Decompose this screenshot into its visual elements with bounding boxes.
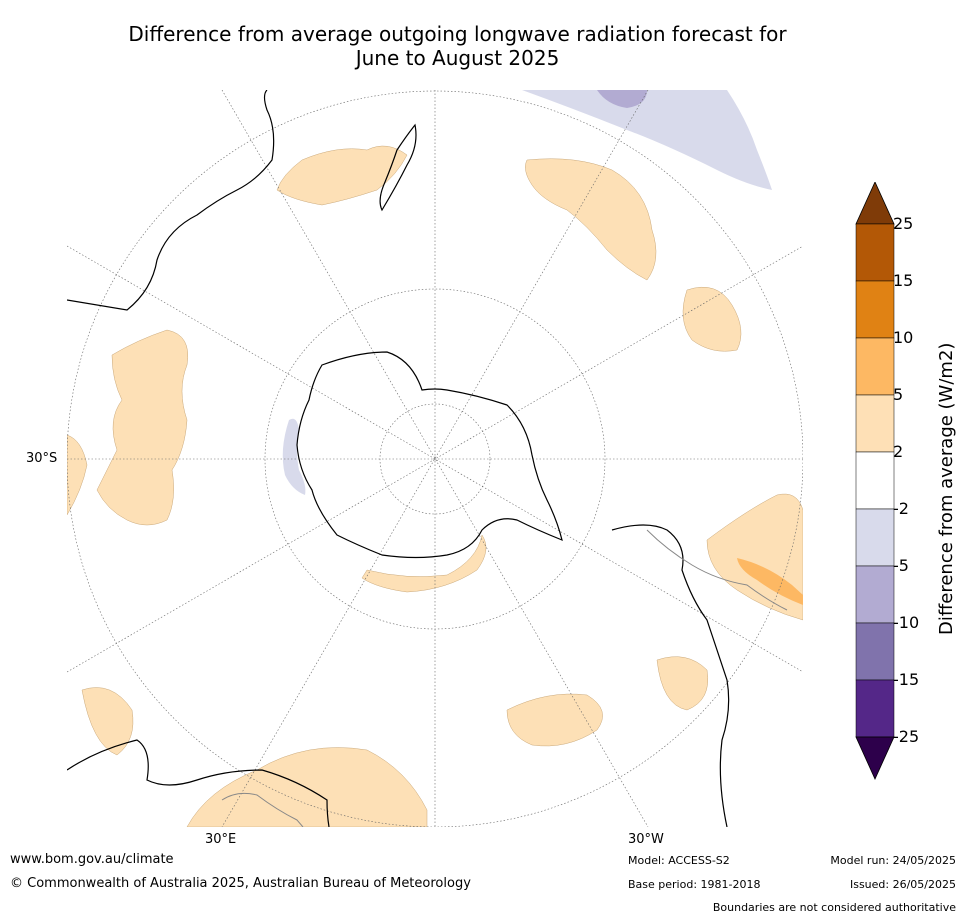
footer-model: Model: ACCESS-S2 xyxy=(628,854,730,867)
colorbar-tick-15: 15 xyxy=(893,271,914,290)
colorbar-tick-5: 5 xyxy=(893,385,904,404)
positive-anomaly-east-pacific xyxy=(682,286,742,352)
latitude-label-30s: 30°S xyxy=(26,451,58,466)
colorbar-arrow-top xyxy=(855,181,895,225)
footer-base-period: Base period: 1981-2018 xyxy=(628,878,761,891)
colorbar-segment-2-5 xyxy=(855,394,895,453)
colorbar-tick-neg5: -5 xyxy=(893,556,909,575)
colorbar-title: Difference from average (W/m2) xyxy=(936,342,957,635)
positive-anomaly-atlantic xyxy=(506,693,603,747)
colorbar-segment-neg15-neg10 xyxy=(855,622,895,681)
new-zealand-outline xyxy=(379,123,417,212)
polar-map-svg xyxy=(67,90,803,827)
colorbar-tick-25: 25 xyxy=(893,214,914,233)
footer-disclaimer: Boundaries are not considered authoritat… xyxy=(712,901,956,914)
positive-anomaly-south-pacific xyxy=(525,158,657,281)
footer-issued: Issued: 26/05/2025 xyxy=(849,878,956,891)
colorbar-tick-2: 2 xyxy=(893,442,904,461)
colorbar-segment-5-10 xyxy=(855,337,895,396)
footer-model-run: Model run: 24/05/2025 xyxy=(830,854,956,867)
negative-anomaly-region-indian xyxy=(282,418,306,495)
graticule xyxy=(67,90,803,827)
colorbar-svg xyxy=(855,181,895,780)
coastlines xyxy=(67,90,730,827)
africa-borders xyxy=(221,792,304,827)
polar-map xyxy=(67,90,803,827)
colorbar xyxy=(855,181,895,786)
negative-anomaly-region-pacific xyxy=(522,90,772,190)
positive-anomaly-strong-south-america xyxy=(737,558,803,605)
colorbar-tick-10: 10 xyxy=(893,328,914,347)
negative-anomaly-core-pacific xyxy=(597,90,647,108)
antarctica-outline xyxy=(296,351,563,559)
map-title: Difference from average outgoing longwav… xyxy=(100,22,815,70)
colorbar-segment-15-25 xyxy=(855,223,895,282)
positive-anomaly-antarctic-coast xyxy=(361,534,487,593)
positive-anomaly-east-indian xyxy=(67,434,88,516)
colorbar-arrow-bottom xyxy=(855,736,895,780)
colorbar-segment-10-15 xyxy=(855,280,895,339)
positive-anomaly-south-africa xyxy=(186,747,428,827)
title-line-1: Difference from average outgoing longwav… xyxy=(128,22,787,46)
colorbar-segment-neg10-neg5 xyxy=(855,565,895,624)
colorbar-segment-neg2-2 xyxy=(855,451,895,510)
positive-anomaly-tasman xyxy=(276,145,408,206)
footer-copyright: © Commonwealth of Australia 2025, Austra… xyxy=(10,876,471,891)
colorbar-tick-neg2: -2 xyxy=(893,499,909,518)
colorbar-tick-neg15: -15 xyxy=(893,670,920,689)
south-america-borders xyxy=(646,529,788,611)
colorbar-tick-neg25: -25 xyxy=(893,727,920,746)
positive-anomaly-south-america xyxy=(706,493,803,621)
positive-anomaly-far-south-atlantic xyxy=(81,687,134,756)
colorbar-tick-neg10: -10 xyxy=(893,613,920,632)
country-borders xyxy=(221,529,788,827)
title-line-2: June to August 2025 xyxy=(355,46,560,70)
australia-outline xyxy=(67,90,275,311)
colorbar-segment-neg5-neg2 xyxy=(855,508,895,567)
longitude-label-30w: 30°W xyxy=(628,832,664,847)
positive-anomaly-west-atlantic xyxy=(656,656,709,711)
colorbar-segment-neg25-neg15 xyxy=(855,679,895,738)
longitude-label-30e: 30°E xyxy=(205,832,237,847)
africa-outline xyxy=(67,739,330,827)
south-america-outline xyxy=(611,524,730,827)
positive-anomaly-west-indian xyxy=(96,329,189,526)
footer-url[interactable]: www.bom.gov.au/climate xyxy=(10,852,174,867)
